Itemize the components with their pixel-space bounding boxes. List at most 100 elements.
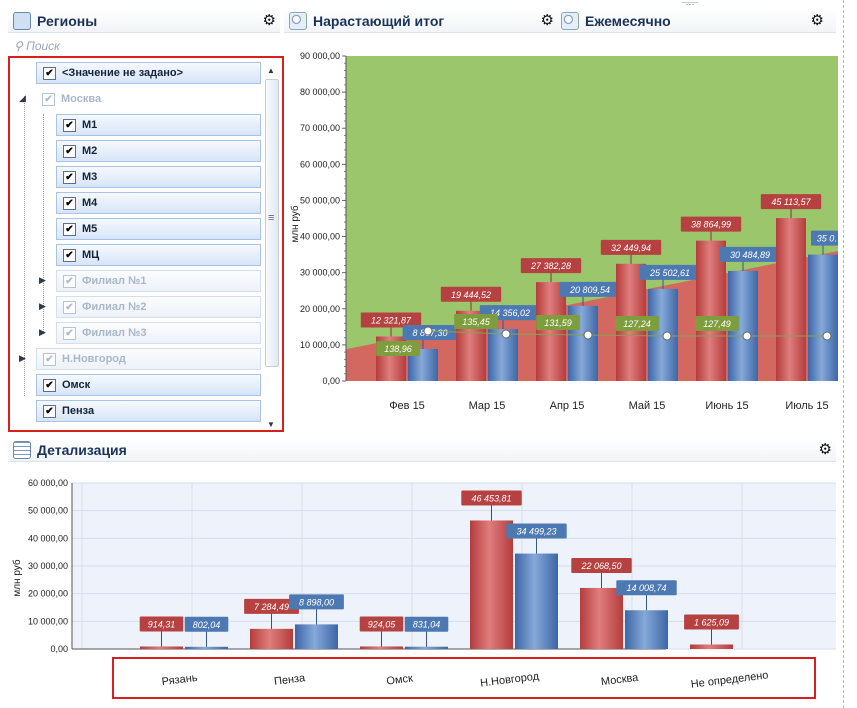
data-label-blue: 35 0… bbox=[817, 234, 838, 244]
data-label-red-bg bbox=[359, 616, 404, 632]
data-label-red-bg bbox=[684, 614, 739, 630]
checkbox[interactable]: ✔ bbox=[63, 248, 76, 262]
y-tick-label: 10 000,00 bbox=[300, 340, 340, 350]
tree-item[interactable]: ✔ М5 bbox=[56, 218, 261, 240]
tree-item[interactable]: ✔ <Значение не задано> bbox=[36, 62, 261, 84]
regions-title: Регионы bbox=[37, 13, 98, 29]
y-tick-label: 0,00 bbox=[322, 376, 340, 386]
torn-edge bbox=[835, 0, 844, 708]
line-series bbox=[427, 330, 827, 337]
tree-item-label: Филиал №2 bbox=[82, 301, 147, 313]
checkbox[interactable]: ✔ bbox=[63, 118, 76, 132]
gear-icon[interactable]: ⚙ bbox=[262, 12, 276, 29]
gear-icon[interactable]: ⚙ bbox=[818, 441, 832, 458]
data-label-red: 32 449,94 bbox=[611, 243, 651, 253]
scroll-thumb[interactable] bbox=[265, 79, 279, 367]
collapse-icon[interactable]: ◢ bbox=[19, 93, 26, 103]
data-label-red-bg bbox=[440, 286, 502, 302]
regions-tree: ▲ ≡ ▼ ✔ <Значение не задано> ✔ Москва ◢ ✔ М1 ✔ М… bbox=[8, 56, 284, 432]
data-label-blue-bg bbox=[639, 264, 701, 280]
top-tabs-bar: Нарастающий итог ⚙ Ежемесячно ⚙ bbox=[284, 10, 836, 33]
data-label-blue: 14 008,74 bbox=[626, 583, 666, 593]
tree-item-label: Филиал №1 bbox=[82, 275, 147, 287]
tree-item[interactable]: ✔ Филиал №2 bbox=[56, 296, 261, 318]
checkbox[interactable]: ✔ bbox=[63, 274, 76, 288]
bar-blue bbox=[625, 610, 668, 649]
x-tick-label: Май 15 bbox=[629, 400, 666, 412]
checkbox[interactable]: ✔ bbox=[63, 326, 76, 340]
checkbox[interactable]: ✔ bbox=[63, 222, 76, 236]
x-tick-label: Июнь 15 bbox=[705, 400, 748, 412]
tab-monthly[interactable]: Ежемесячно ⚙ bbox=[556, 10, 826, 32]
x-tick-label: Омск bbox=[386, 672, 414, 687]
tree-item[interactable]: ✔ М4 bbox=[56, 192, 261, 214]
search-icon: ⚲ bbox=[14, 39, 23, 53]
data-label-red-bg bbox=[571, 557, 632, 573]
data-label-red: 45 113,57 bbox=[771, 197, 811, 207]
tree-item[interactable]: ✔ Филиал №1 bbox=[56, 270, 261, 292]
detail-title: Детализация bbox=[37, 442, 127, 458]
data-label-red-bg bbox=[139, 616, 184, 632]
y-tick-label: 40 000,00 bbox=[300, 232, 340, 242]
tree-item-label: М2 bbox=[82, 145, 98, 157]
checkbox[interactable]: ✔ bbox=[63, 144, 76, 158]
checkbox[interactable]: ✔ bbox=[63, 170, 76, 184]
y-tick-label: 70 000,00 bbox=[300, 123, 340, 133]
gear-icon[interactable]: ⚙ bbox=[810, 12, 824, 29]
checkbox[interactable]: ✔ bbox=[43, 404, 56, 418]
checkbox[interactable]: ✔ bbox=[63, 196, 76, 210]
checkbox[interactable]: ✔ bbox=[63, 300, 76, 314]
data-label-red-bg bbox=[680, 216, 742, 232]
data-label-blue-bg bbox=[289, 594, 344, 610]
checkbox[interactable]: ✔ bbox=[43, 66, 56, 80]
expand-icon[interactable]: ▶ bbox=[19, 353, 26, 363]
x-tick-label: Апр 15 bbox=[550, 400, 585, 412]
tree-item[interactable]: ✔ Филиал №3 bbox=[56, 322, 261, 344]
expand-icon[interactable]: ▶ bbox=[39, 275, 46, 285]
tree-item[interactable]: ✔ Москва bbox=[36, 88, 261, 110]
tree-item-label: МЦ bbox=[82, 249, 100, 261]
tree-item[interactable]: ✔ Пенза bbox=[36, 400, 261, 422]
search-placeholder: Поиск bbox=[26, 39, 60, 53]
checkbox[interactable]: ✔ bbox=[43, 378, 56, 392]
line-marker bbox=[822, 331, 832, 341]
tree-item[interactable]: ✔ Омск bbox=[36, 374, 261, 396]
gear-icon[interactable]: ⚙ bbox=[540, 12, 554, 29]
y-tick-label: 80 000,00 bbox=[300, 87, 340, 97]
tab-monthly-label: Ежемесячно bbox=[585, 13, 671, 29]
bar-red bbox=[690, 644, 733, 649]
data-label-green: 135,45 bbox=[462, 317, 491, 327]
x-tick-label: Пенза bbox=[273, 672, 306, 688]
tree-guide-line bbox=[43, 114, 45, 334]
line-marker bbox=[662, 331, 672, 341]
tab-cumulative[interactable]: Нарастающий итог ⚙ bbox=[284, 10, 556, 32]
category-axis-highlight bbox=[112, 657, 816, 699]
checkbox[interactable]: ✔ bbox=[42, 92, 55, 106]
data-label-red: 1 625,09 bbox=[694, 618, 729, 628]
bar-red bbox=[140, 646, 183, 649]
data-label-blue: 8 898,00 bbox=[299, 597, 334, 607]
expand-icon[interactable]: ▶ bbox=[39, 301, 46, 311]
y-tick-label: 30 000,00 bbox=[28, 561, 68, 571]
tree-item[interactable]: ✔ М3 bbox=[56, 166, 261, 188]
data-label-blue-bg bbox=[404, 616, 449, 632]
y-tick-label: 60 000,00 bbox=[28, 478, 68, 488]
expand-icon[interactable]: ▶ bbox=[39, 327, 46, 337]
tree-item[interactable]: ✔ М2 bbox=[56, 140, 261, 162]
y-axis-label: млн руб bbox=[289, 205, 301, 243]
tree-item[interactable]: ✔ МЦ bbox=[56, 244, 261, 266]
x-tick-label: Фев 15 bbox=[389, 400, 425, 412]
bar-blue bbox=[185, 646, 228, 649]
data-label-blue: 25 502,61 bbox=[649, 268, 690, 278]
scroll-down-icon[interactable]: ▼ bbox=[267, 420, 275, 429]
scroll-up-icon[interactable]: ▲ bbox=[267, 66, 275, 75]
checkbox[interactable]: ✔ bbox=[43, 352, 56, 366]
tree-item[interactable]: ✔ М1 bbox=[56, 114, 261, 136]
data-label-green: 131,59 bbox=[544, 318, 572, 328]
search-input[interactable]: ⚲ Поиск bbox=[14, 39, 60, 53]
tree-scrollbar[interactable]: ▲ ≡ ▼ bbox=[263, 66, 279, 429]
data-label-red: 914,31 bbox=[148, 619, 176, 629]
splitter-handle[interactable]: ··· bbox=[682, 0, 698, 9]
bar-red bbox=[360, 646, 403, 649]
tree-item[interactable]: ✔ Н.Новгород bbox=[36, 348, 261, 370]
